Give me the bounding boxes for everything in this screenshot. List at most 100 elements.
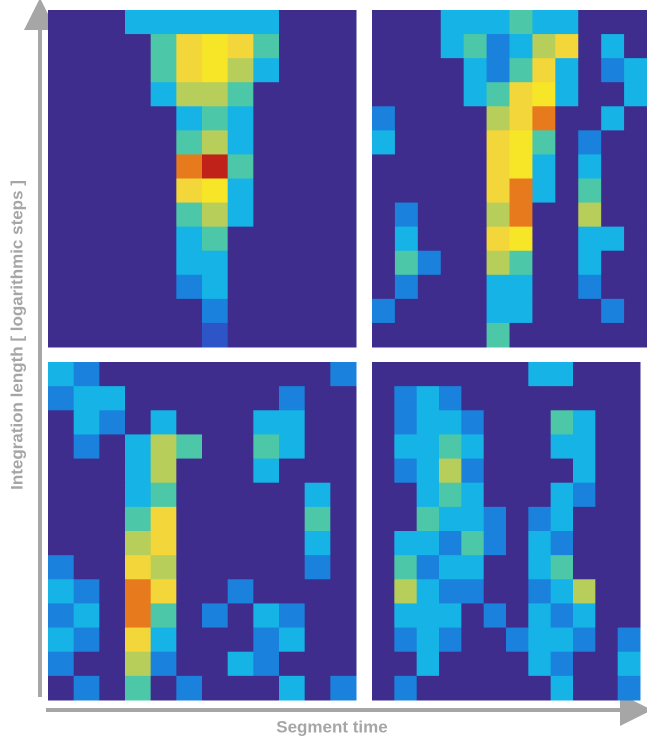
heatmap-cell: [330, 386, 357, 411]
heatmap-cell: [372, 458, 395, 484]
heatmap-cell: [486, 178, 510, 204]
heatmap-cell: [416, 579, 440, 604]
heatmap-cell: [461, 603, 485, 629]
heatmap-cell: [394, 130, 419, 155]
heatmap-cell: [463, 250, 488, 276]
heatmap-cell: [150, 531, 177, 556]
heatmap-cell: [439, 482, 462, 508]
heatmap-cell: [202, 34, 229, 59]
heatmap-cell: [394, 482, 418, 508]
heatmap-cell: [624, 226, 647, 252]
heatmap-cell: [506, 482, 529, 508]
heatmap-cell: [463, 58, 488, 83]
heatmap-cell: [578, 202, 602, 228]
heatmap-cell: [202, 458, 229, 484]
heatmap-cell: [304, 506, 331, 532]
heatmap-cell: [555, 226, 579, 252]
heatmap-cell: [304, 274, 331, 300]
heatmap-cell: [279, 202, 306, 228]
heatmap-cell: [202, 603, 229, 629]
heatmap-cell: [555, 178, 579, 204]
heatmap-cell: [48, 675, 75, 701]
heatmap-cell: [509, 202, 533, 228]
heatmap-cell: [463, 202, 488, 228]
heatmap-cell: [555, 58, 579, 83]
heatmap-cell: [304, 675, 331, 701]
heatmap-cell: [555, 130, 579, 155]
heatmap-cell: [372, 250, 396, 276]
x-label: Segment time: [276, 717, 387, 736]
heatmap-cell: [624, 130, 647, 155]
heatmap-cell: [227, 410, 254, 435]
heatmap-cell: [372, 579, 395, 604]
heatmap-cell: [279, 410, 306, 435]
heatmap-cell: [48, 154, 75, 179]
heatmap-cell: [394, 202, 419, 228]
heatmap-cell: [461, 434, 485, 460]
heatmap-cell: [150, 675, 177, 701]
heatmap-cell: [394, 627, 418, 653]
heatmap-cell: [439, 506, 462, 532]
heatmap-cell: [99, 154, 126, 179]
heatmap-cell: [253, 506, 280, 532]
heatmap-cell: [595, 506, 619, 532]
heatmap-cell: [394, 651, 418, 677]
heatmap-cell: [486, 322, 510, 348]
heatmap-cell: [125, 58, 152, 83]
heatmap-cell: [227, 106, 254, 131]
heatmap-cell: [506, 410, 529, 435]
heatmap-cell: [416, 603, 440, 629]
heatmap-cell: [125, 627, 152, 653]
heatmap-cell: [601, 130, 625, 155]
heatmap-cell: [73, 627, 100, 653]
heatmap-cell: [330, 298, 357, 324]
heatmap-cell: [555, 298, 579, 324]
heatmap-cell: [595, 555, 619, 580]
heatmap-cell: [416, 675, 440, 701]
heatmap-cell: [617, 458, 641, 484]
heatmap-cell: [330, 675, 357, 701]
heatmap-cell: [279, 10, 306, 35]
heatmap-cell: [227, 10, 254, 35]
heatmap-cell: [528, 579, 552, 604]
heatmap-cell: [463, 274, 488, 300]
heatmap-cell: [624, 58, 647, 83]
heatmap-cell: [532, 250, 556, 276]
heatmap-cell: [48, 579, 75, 604]
heatmap-cell: [601, 226, 625, 252]
heatmap-cell: [463, 34, 488, 59]
heatmap-cell: [330, 603, 357, 629]
heatmap-cell: [73, 202, 100, 228]
heatmap-cell: [253, 603, 280, 629]
heatmap-cell: [202, 322, 229, 348]
heatmap-cell: [439, 579, 462, 604]
heatmap-cell: [202, 410, 229, 435]
heatmap-cell: [440, 154, 465, 179]
heatmap-cell: [73, 434, 100, 460]
heatmap-cell: [125, 250, 152, 276]
heatmap-cell: [440, 58, 465, 83]
heatmap-cell: [227, 226, 254, 252]
heatmap-cell: [624, 10, 647, 35]
heatmap-cell: [417, 178, 442, 204]
heatmap-cell: [330, 82, 357, 107]
heatmap-cell: [150, 434, 177, 460]
heatmap-cell: [550, 458, 574, 484]
heatmap-cell: [532, 322, 556, 348]
heatmap-cell: [509, 322, 533, 348]
heatmap-cell: [125, 603, 152, 629]
heatmap-cell: [578, 154, 602, 179]
heatmap-cell: [253, 34, 280, 59]
heatmap-cell: [253, 130, 280, 155]
heatmap-cell: [253, 298, 280, 324]
heatmap-cell: [176, 178, 203, 204]
heatmap-cell: [439, 531, 462, 556]
heatmap-cell: [73, 250, 100, 276]
heatmap-cell: [578, 58, 602, 83]
heatmap-cell: [202, 202, 229, 228]
heatmap-cell: [279, 274, 306, 300]
heatmap-cell: [253, 579, 280, 604]
heatmap-cell: [617, 362, 641, 387]
heatmap-cell: [595, 531, 619, 556]
heatmap-cell: [394, 322, 419, 348]
